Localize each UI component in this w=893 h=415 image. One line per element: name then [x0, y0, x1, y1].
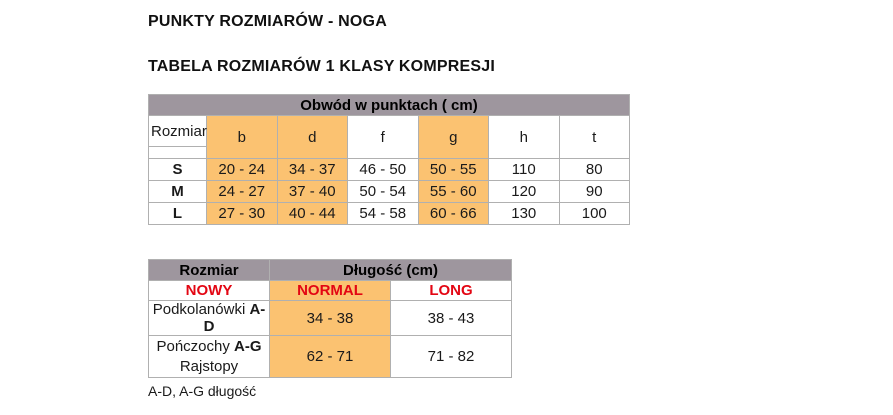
long-value-cell: 38 - 43 — [390, 300, 512, 336]
value-cell-g: 60 - 66 — [417, 202, 489, 225]
normal-value-cell: 62 - 71 — [269, 335, 391, 378]
size-cell: L — [148, 202, 207, 225]
value-cell-b: 20 - 24 — [206, 158, 278, 181]
value-cell-d: 40 - 44 — [276, 202, 348, 225]
table1-column-header-row: Rozmiar b d f g h t — [148, 115, 630, 159]
spacer-cell — [148, 146, 207, 159]
value-cell-f: 46 - 50 — [347, 158, 419, 181]
col-header-d: d — [276, 115, 348, 159]
col-header-g: g — [417, 115, 489, 159]
table-row-size-l: L 27 - 30 40 - 44 54 - 58 60 - 66 130 10… — [148, 202, 630, 225]
footnote: A-D, A-G długość — [148, 383, 257, 399]
value-cell-t: 90 — [558, 180, 630, 203]
value-cell-f: 50 - 54 — [347, 180, 419, 203]
table-row-size-m: M 24 - 27 37 - 40 50 - 54 55 - 60 120 90 — [148, 180, 630, 203]
value-cell-t: 80 — [558, 158, 630, 181]
col-header-h: h — [488, 115, 560, 159]
table2-size-header-cell: Rozmiar — [148, 259, 270, 281]
product-label-range: A-G — [234, 337, 262, 355]
value-cell-h: 130 — [488, 202, 560, 225]
table2-header-row: Rozmiar Długość (cm) — [148, 259, 512, 281]
value-cell-h: 110 — [488, 158, 560, 181]
product-label: Pończochy — [156, 337, 235, 355]
size-points-table: Obwód w punktach ( cm) Rozmiar b d f g h… — [148, 94, 630, 225]
value-cell-b: 24 - 27 — [206, 180, 278, 203]
value-cell-g: 50 - 55 — [417, 158, 489, 181]
length-table: Rozmiar Długość (cm) NOWY NORMAL LONG Po… — [148, 259, 512, 378]
content-area: PUNKTY ROZMIARÓW - NOGA TABELA ROZMIARÓW… — [148, 0, 708, 399]
table1-title-cell: Obwód w punktach ( cm) — [148, 94, 630, 116]
row-label-header-cell: Rozmiar — [148, 115, 207, 147]
product-label-cell: Pończochy A-G Rajstopy — [148, 335, 270, 378]
table1-title-row: Obwód w punktach ( cm) — [148, 94, 630, 116]
value-cell-f: 54 - 58 — [347, 202, 419, 225]
value-cell-d: 37 - 40 — [276, 180, 348, 203]
product-label-range: A-D — [203, 301, 266, 335]
normal-value-cell: 34 - 38 — [269, 300, 391, 336]
product-label-line2: Rajstopy — [179, 357, 239, 375]
subheader-nowy: NOWY — [148, 280, 270, 301]
subheader-long: LONG — [390, 280, 512, 301]
product-label-line1: Pończochy A-G — [151, 337, 267, 357]
table-row-ponczochy-rajstopy: Pończochy A-G Rajstopy 62 - 71 71 - 82 — [148, 335, 512, 378]
size-cell: S — [148, 158, 207, 181]
value-cell-t: 100 — [558, 202, 630, 225]
product-label: Podkolanówki — [152, 301, 250, 318]
table2-length-header-cell: Długość (cm) — [269, 259, 512, 281]
table-row-size-s: S 20 - 24 34 - 37 46 - 50 50 - 55 110 80 — [148, 158, 630, 181]
col-header-b: b — [206, 115, 278, 159]
size-cell: M — [148, 180, 207, 203]
table2-subheader-row: NOWY NORMAL LONG — [148, 280, 512, 301]
col-header-f: f — [347, 115, 419, 159]
table-row-podkolanowki: Podkolanówki A-D 34 - 38 38 - 43 — [148, 300, 512, 336]
product-label-cell: Podkolanówki A-D — [148, 300, 270, 336]
page-title: PUNKTY ROZMIARÓW - NOGA — [148, 13, 387, 30]
value-cell-g: 55 - 60 — [417, 180, 489, 203]
value-cell-d: 34 - 37 — [276, 158, 348, 181]
value-cell-b: 27 - 30 — [206, 202, 278, 225]
long-value-cell: 71 - 82 — [390, 335, 512, 378]
subheader-normal: NORMAL — [269, 280, 391, 301]
col-header-t: t — [558, 115, 630, 159]
value-cell-h: 120 — [488, 180, 560, 203]
section-title: TABELA ROZMIARÓW 1 KLASY KOMPRESJI — [148, 58, 495, 75]
